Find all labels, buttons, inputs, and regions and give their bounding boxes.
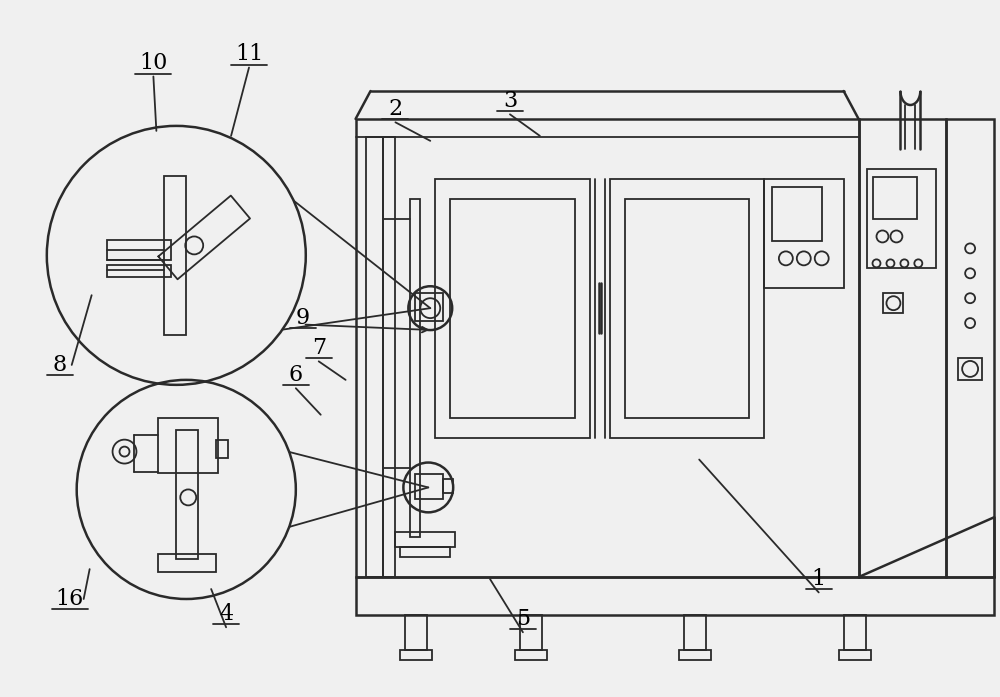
Bar xyxy=(383,137,395,577)
Bar xyxy=(356,577,994,615)
Bar xyxy=(158,554,216,572)
Text: 16: 16 xyxy=(56,588,84,610)
Bar xyxy=(610,178,764,438)
Text: 2: 2 xyxy=(388,98,402,120)
Bar xyxy=(400,547,450,557)
Bar xyxy=(684,615,706,650)
Text: 3: 3 xyxy=(503,90,517,112)
Bar xyxy=(443,480,453,493)
Bar xyxy=(405,615,427,650)
Text: 11: 11 xyxy=(235,43,263,66)
Bar xyxy=(859,119,946,577)
Bar xyxy=(839,650,871,660)
Bar xyxy=(946,119,994,577)
Bar xyxy=(883,293,903,313)
Bar xyxy=(625,199,749,418)
Bar xyxy=(400,650,432,660)
Bar xyxy=(415,293,443,321)
Bar xyxy=(520,615,542,650)
Bar xyxy=(515,650,547,660)
Text: 4: 4 xyxy=(219,603,233,625)
Bar xyxy=(679,650,711,660)
Bar xyxy=(395,533,455,547)
Bar xyxy=(158,418,218,473)
Bar xyxy=(873,176,917,219)
Bar xyxy=(176,429,198,559)
Bar xyxy=(844,615,866,650)
Text: 9: 9 xyxy=(296,307,310,329)
Bar xyxy=(107,266,171,277)
Bar xyxy=(450,199,575,418)
Text: 6: 6 xyxy=(289,364,303,386)
Bar xyxy=(764,178,844,289)
Bar xyxy=(772,187,822,241)
Text: 1: 1 xyxy=(812,568,826,590)
Bar xyxy=(958,358,982,380)
Text: 8: 8 xyxy=(53,354,67,376)
Bar xyxy=(867,169,936,268)
Bar xyxy=(415,475,443,499)
Bar xyxy=(107,240,171,261)
Bar xyxy=(164,176,186,335)
Text: 10: 10 xyxy=(139,52,168,74)
Bar xyxy=(216,440,228,457)
Text: 7: 7 xyxy=(312,337,326,359)
Bar xyxy=(366,137,383,577)
Bar xyxy=(435,178,590,438)
Bar xyxy=(356,119,859,577)
Text: 5: 5 xyxy=(516,608,530,630)
Bar xyxy=(410,199,420,537)
